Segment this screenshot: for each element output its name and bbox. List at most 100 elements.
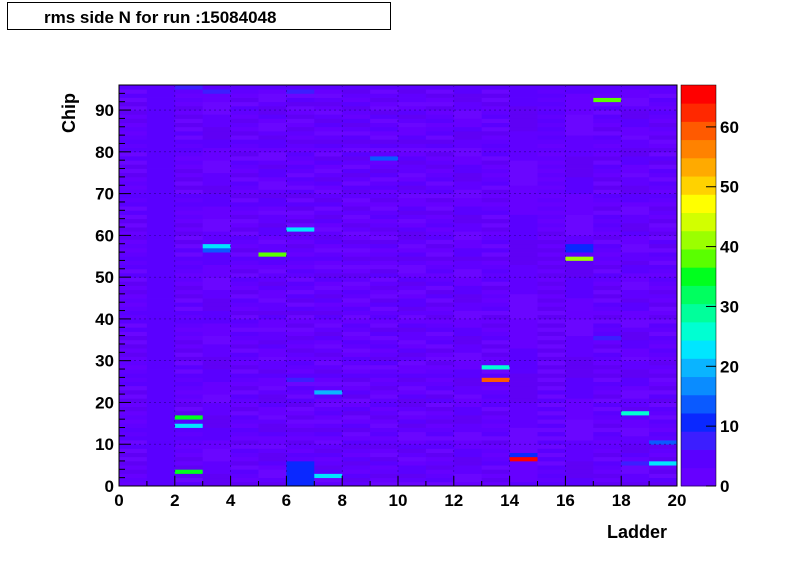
heatmap-cell bbox=[398, 339, 427, 345]
heatmap-cell bbox=[342, 114, 371, 119]
heatmap-cell bbox=[370, 130, 399, 136]
heatmap-cell bbox=[286, 97, 315, 103]
heatmap-cell bbox=[425, 176, 455, 182]
heatmap-cell bbox=[425, 130, 455, 136]
heatmap-cell bbox=[481, 448, 510, 453]
heatmap-cell bbox=[146, 419, 176, 424]
heatmap-cell bbox=[425, 181, 455, 186]
heatmap-cell bbox=[453, 243, 483, 249]
heatmap-cell bbox=[230, 268, 259, 274]
x-tick-label: 14 bbox=[500, 491, 519, 510]
heatmap-cell bbox=[370, 243, 399, 249]
heatmap-cell bbox=[174, 469, 204, 474]
heatmap-cell bbox=[342, 352, 371, 357]
heatmap-cell bbox=[509, 302, 538, 307]
heatmap-cell bbox=[202, 139, 231, 144]
heatmap-cell bbox=[146, 298, 176, 303]
heatmap-cell bbox=[286, 151, 315, 157]
heatmap-cell bbox=[537, 448, 566, 453]
heatmap-cell bbox=[202, 431, 231, 437]
heatmap-cell bbox=[146, 306, 176, 311]
heatmap-cell bbox=[342, 89, 371, 94]
heatmap-cell bbox=[258, 272, 287, 278]
heatmap-cell bbox=[314, 348, 343, 353]
heatmap-cell bbox=[593, 398, 622, 403]
heatmap-cell bbox=[481, 151, 510, 157]
heatmap-cell bbox=[286, 243, 315, 249]
heatmap-cell bbox=[202, 419, 231, 424]
heatmap-cell bbox=[649, 105, 678, 111]
heatmap-cell bbox=[593, 231, 622, 236]
heatmap-cell bbox=[286, 164, 315, 169]
heatmap-cell bbox=[370, 448, 399, 453]
heatmap-cell bbox=[119, 130, 148, 136]
heatmap-cell bbox=[314, 452, 343, 458]
heatmap-cell bbox=[286, 364, 315, 370]
heatmap-cell bbox=[509, 231, 538, 236]
heatmap-cell bbox=[425, 460, 455, 466]
heatmap-cell bbox=[230, 151, 259, 157]
heatmap-cell bbox=[146, 210, 176, 215]
heatmap-cell bbox=[537, 143, 566, 149]
heatmap-cell bbox=[481, 435, 510, 441]
heatmap-cell bbox=[202, 256, 231, 261]
y-tick-label: 10 bbox=[95, 435, 114, 454]
heatmap-cell bbox=[119, 323, 148, 328]
heatmap-cell bbox=[119, 201, 148, 207]
heatmap-cell bbox=[565, 227, 594, 232]
heatmap-cell bbox=[146, 268, 176, 274]
heatmap-cell bbox=[119, 410, 148, 416]
heatmap-cell bbox=[398, 427, 427, 433]
heatmap-cell bbox=[481, 285, 510, 291]
palette-swatch bbox=[681, 449, 716, 469]
heatmap-cell bbox=[258, 243, 287, 249]
heatmap-cell bbox=[649, 222, 678, 228]
heatmap-cell bbox=[202, 189, 231, 195]
heatmap-cell bbox=[398, 406, 427, 412]
heatmap-cell bbox=[509, 306, 538, 311]
heatmap-cell bbox=[398, 310, 427, 316]
heatmap-cell bbox=[146, 281, 176, 286]
heatmap-cell bbox=[593, 469, 622, 474]
heatmap-cell bbox=[481, 247, 510, 253]
heatmap-cell bbox=[258, 298, 287, 303]
heatmap-cell bbox=[565, 402, 594, 408]
heatmap-cell bbox=[119, 231, 148, 236]
heatmap-cell bbox=[398, 431, 427, 437]
heatmap-cell bbox=[621, 185, 650, 190]
heatmap-cell bbox=[621, 197, 650, 203]
heatmap-cell bbox=[537, 277, 566, 282]
heatmap-cell bbox=[174, 381, 204, 387]
heatmap-cell bbox=[286, 147, 315, 153]
heatmap-cell bbox=[174, 331, 204, 337]
heatmap-cell bbox=[481, 160, 510, 165]
heatmap-cell bbox=[481, 298, 510, 303]
heatmap-cell bbox=[230, 156, 259, 161]
heatmap-cell bbox=[314, 477, 343, 483]
heatmap-cell bbox=[119, 214, 148, 220]
heatmap-cell bbox=[342, 293, 371, 299]
heatmap-cell bbox=[314, 298, 343, 303]
heatmap-cell bbox=[119, 185, 148, 190]
heatmap-cell bbox=[202, 381, 231, 387]
heatmap-cell bbox=[537, 423, 566, 428]
heatmap-cell bbox=[593, 431, 622, 437]
heatmap-cell bbox=[314, 135, 343, 140]
heatmap-cell bbox=[370, 318, 399, 324]
heatmap-cell bbox=[342, 156, 371, 161]
heatmap-cell bbox=[202, 444, 231, 449]
heatmap-cell bbox=[314, 385, 343, 391]
heatmap-cell bbox=[621, 414, 650, 420]
heatmap-cell bbox=[119, 456, 148, 462]
heatmap-cell bbox=[230, 314, 259, 320]
heatmap-cell bbox=[119, 252, 148, 257]
heatmap-cell bbox=[537, 406, 566, 412]
heatmap-cell bbox=[370, 343, 399, 349]
x-tick-label: 20 bbox=[668, 491, 687, 510]
heatmap-cell bbox=[174, 327, 204, 332]
heatmap-cell bbox=[425, 172, 455, 178]
heatmap-cell bbox=[509, 465, 538, 470]
heatmap-cell bbox=[621, 235, 650, 240]
heatmap-cell bbox=[230, 469, 259, 474]
heatmap-cell bbox=[370, 85, 399, 90]
